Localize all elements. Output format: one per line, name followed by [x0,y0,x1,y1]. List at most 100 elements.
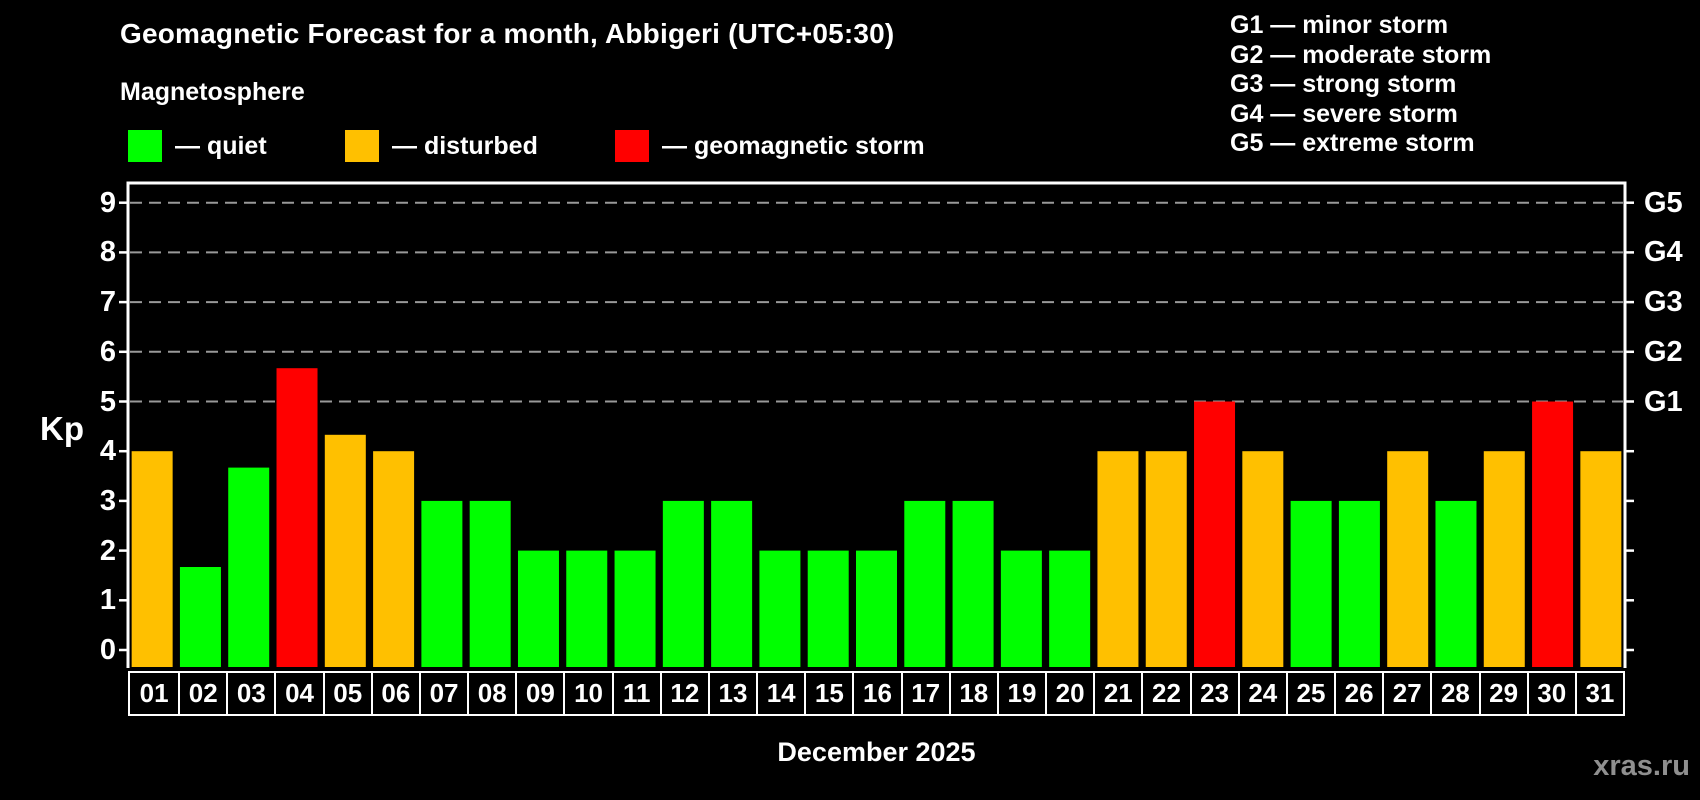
g-tick-label-g1: G1 [1644,385,1683,418]
kp-bar-day-25 [1290,500,1332,667]
legend-swatch-storm [615,130,649,162]
day-label-31: 31 [1574,673,1623,714]
y-tick-label-1: 1 [99,584,116,617]
legend-item-quiet: — quiet [128,130,267,162]
kp-bar-day-06 [373,451,415,667]
kp-bar-day-10 [566,550,608,667]
kp-bar-day-14 [759,550,801,667]
chart-title: Geomagnetic Forecast for a month, Abbige… [120,18,895,49]
storm-scale-line-g2: G2 — moderate storm [1230,40,1492,69]
day-label-04: 04 [274,673,322,714]
y-tick-label-5: 5 [99,385,116,418]
day-label-16: 16 [852,673,900,714]
y-tick-label-7: 7 [99,286,116,319]
kp-bar-day-09 [517,550,559,667]
kp-bar-day-02 [179,567,221,667]
kp-bar-day-17 [904,500,946,667]
day-label-03: 03 [226,673,274,714]
y-tick-label-2: 2 [99,534,116,567]
day-label-12: 12 [659,673,708,714]
day-label-30: 30 [1526,673,1575,714]
storm-scale-line-g1: G1 — minor storm [1230,11,1449,39]
kp-bar-day-19 [1000,550,1042,667]
day-label-08: 08 [467,673,515,714]
kp-bar-day-16 [856,550,897,667]
y-tick-label-8: 8 [99,236,116,269]
day-label-22: 22 [1141,673,1189,714]
kp-bar-day-27 [1387,451,1429,667]
g-tick-label-g5: G5 [1644,186,1683,219]
legend-label-disturbed: — disturbed [392,131,538,160]
kp-bar-day-22 [1145,451,1187,667]
day-label-19: 19 [996,673,1045,714]
color-legend: — quiet — disturbed — geomagnetic storm [0,130,1100,166]
kp-bar-day-13 [711,500,753,667]
day-label-02: 02 [178,673,226,714]
day-label-10: 10 [563,673,611,714]
day-label-06: 06 [370,673,419,714]
storm-scale-legend: G1 — minor storm G2 — moderate storm G3 — … [1230,11,1491,159]
legend-label-storm: — geomagnetic storm [662,131,925,160]
xras-watermark: xras.ru [1593,750,1690,782]
kp-bar-day-18 [952,500,994,667]
legend-item-storm: — geomagnetic storm [615,130,925,162]
storm-scale-line-g5: G5 — extreme storm [1230,129,1475,157]
y-tick-label-6: 6 [99,335,116,368]
kp-bar-day-11 [614,550,656,667]
right-axis-tick-labels: G1 G2 G3 G4 G5 [1644,0,1700,800]
storm-scale-line-g4: G4 — severe storm [1230,99,1458,128]
day-label-13: 13 [707,673,756,714]
day-label-01: 01 [139,678,169,708]
kp-bar-day-12 [662,500,704,667]
day-label-07: 07 [418,673,467,714]
kp-bar-day-21 [1097,451,1139,667]
y-tick-label-4: 4 [99,435,116,468]
chart-subtitle: Magnetosphere [120,78,305,106]
kp-bar-day-20 [1049,550,1091,667]
legend-swatch-quiet [128,130,162,162]
plot-frame [126,181,1627,668]
g-tick-label-g2: G2 [1644,335,1683,368]
kp-bar-day-24 [1242,451,1284,667]
x-axis-day-labels: 01 02 03 04 05 06 07 08 09 10 11 12 13 14 15 16 17 18 19 20… [128,671,1625,716]
day-label-25: 25 [1285,673,1334,714]
kp-bar-day-26 [1338,500,1380,667]
day-label-23: 23 [1189,673,1238,714]
kp-bar-day-04 [276,368,318,667]
y-axis-title: Kp [40,410,84,447]
kp-bar-day-08 [469,500,511,667]
day-label-21: 21 [1093,673,1141,714]
kp-bar-day-07 [421,500,463,667]
legend-label-quiet: — quiet [175,131,267,160]
g-tick-label-g3: G3 [1644,286,1683,319]
day-label-15: 15 [804,673,852,714]
kp-bar-day-03 [228,467,270,667]
day-label-05: 05 [322,673,371,714]
kp-bar-day-15 [807,550,849,667]
day-label-09: 09 [515,673,563,714]
day-label-29: 29 [1478,673,1527,714]
day-label-17: 17 [900,673,949,714]
kp-bar-day-28 [1435,500,1477,667]
day-label-28: 28 [1430,673,1478,714]
kp-bar-day-30 [1532,401,1574,667]
legend-swatch-disturbed [345,130,379,162]
day-label-24: 24 [1237,673,1286,714]
day-label-27: 27 [1382,673,1430,714]
kp-bar-day-05 [324,434,366,667]
kp-bar-day-29 [1483,451,1525,667]
day-label-11: 11 [611,673,660,714]
storm-scale-line-g3: G3 — strong storm [1230,70,1457,98]
y-axis-tick-labels: 0 1 2 3 4 5 6 7 8 9 [40,0,116,800]
kp-bar-day-31 [1580,451,1622,667]
day-label-26: 26 [1334,673,1382,714]
kp-bar-day-01 [131,451,173,667]
day-label-20: 20 [1045,673,1093,714]
day-label-18: 18 [948,673,997,714]
legend-item-disturbed: — disturbed [345,130,538,162]
g-tick-label-g4: G4 [1644,236,1683,269]
y-tick-label-3: 3 [99,484,116,517]
day-label-14: 14 [756,673,804,714]
